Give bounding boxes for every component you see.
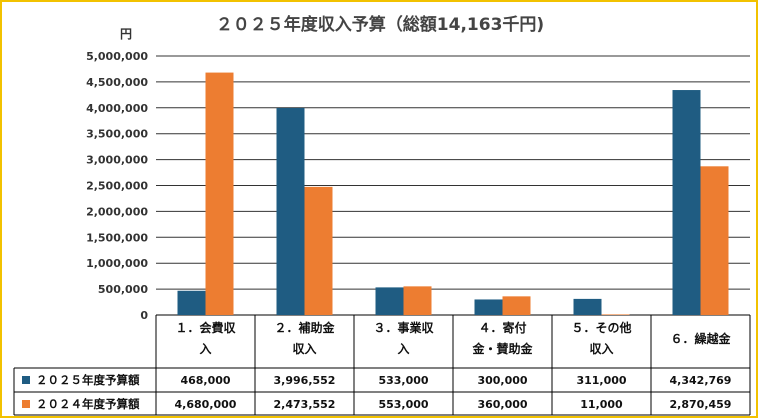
bar-2024 bbox=[700, 166, 729, 315]
y-axis-ticks: 0 500,000 1,000,000 1,500,000 2,000,000 2,500… bbox=[86, 50, 148, 322]
grid-lines bbox=[156, 55, 750, 316]
y-tick-label: 4,500,000 bbox=[86, 76, 148, 89]
bar-2025 bbox=[375, 287, 404, 315]
table-value: 311,000 bbox=[576, 374, 626, 387]
y-tick-label: 5,000,000 bbox=[86, 50, 148, 63]
y-tick-label: 0 bbox=[140, 309, 148, 322]
bar-2025 bbox=[177, 290, 206, 315]
table-value: 468,000 bbox=[180, 374, 230, 387]
category-label: 金・賛助金 bbox=[471, 341, 533, 356]
y-tick-label: 3,500,000 bbox=[86, 128, 148, 141]
y-axis-unit-label: 円 bbox=[120, 27, 132, 41]
legend-label: ２０２４年度予算額 bbox=[36, 397, 140, 411]
y-tick-label: 1,500,000 bbox=[86, 231, 148, 244]
category-label: 収入 bbox=[589, 342, 613, 356]
table-value: 300,000 bbox=[477, 374, 527, 387]
y-tick-label: 4,000,000 bbox=[86, 102, 148, 115]
chart-title: ２０２５年度収入予算（総額14,163千円) bbox=[216, 14, 544, 35]
category-label: ２．補助金 bbox=[274, 320, 335, 335]
bar-2025 bbox=[474, 299, 503, 315]
legend-swatch bbox=[22, 376, 30, 384]
y-tick-label: 500,000 bbox=[98, 283, 148, 296]
category-label: 収入 bbox=[292, 342, 316, 356]
legend-swatch bbox=[22, 400, 30, 408]
table-value: 3,996,552 bbox=[274, 374, 336, 387]
category-label: ３．事業収 bbox=[373, 320, 434, 335]
bar-2024 bbox=[403, 286, 432, 315]
bar-2025 bbox=[573, 298, 602, 315]
bar-2024 bbox=[205, 72, 234, 316]
y-tick-label: 1,000,000 bbox=[86, 257, 148, 270]
category-label: １．会費収 bbox=[175, 320, 236, 335]
category-label: 入 bbox=[199, 342, 211, 356]
table-value: 4,680,000 bbox=[175, 398, 237, 411]
bar-2024 bbox=[304, 186, 333, 315]
category-label: ４．寄付 bbox=[478, 320, 526, 335]
category-label: 入 bbox=[397, 342, 409, 356]
bar-2025 bbox=[276, 107, 305, 315]
table-value: 2,473,552 bbox=[274, 398, 336, 411]
table-value: 553,000 bbox=[378, 398, 428, 411]
legend-label: ２０２５年度予算額 bbox=[36, 373, 140, 387]
y-tick-label: 2,000,000 bbox=[86, 205, 148, 218]
table-value: 360,000 bbox=[477, 398, 527, 411]
category-label: ５．その他 bbox=[571, 320, 631, 335]
y-tick-label: 2,500,000 bbox=[86, 180, 148, 193]
bar-2025 bbox=[672, 90, 701, 316]
bar-2024 bbox=[502, 296, 531, 315]
bar-2024 bbox=[601, 314, 630, 315]
table-value: 4,342,769 bbox=[670, 374, 732, 387]
table-value: 11,000 bbox=[580, 398, 623, 411]
y-tick-label: 3,000,000 bbox=[86, 154, 148, 167]
category-label: ６．繰越金 bbox=[670, 331, 731, 346]
table-value: 533,000 bbox=[378, 374, 428, 387]
bars bbox=[177, 72, 729, 316]
table-value: 2,870,459 bbox=[670, 398, 732, 411]
